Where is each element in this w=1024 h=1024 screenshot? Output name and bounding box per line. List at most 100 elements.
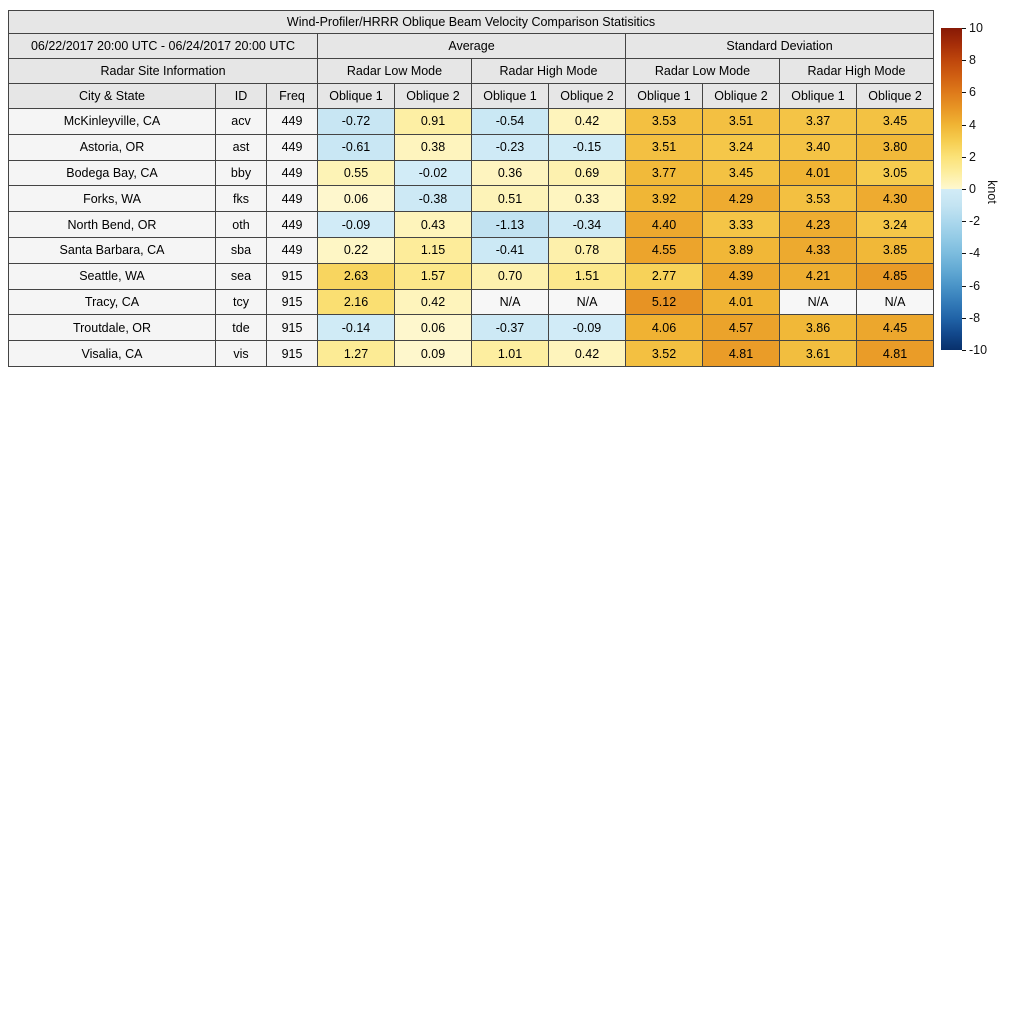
- station-id-cell: ast: [215, 133, 267, 161]
- value-cell: 3.05: [855, 159, 935, 187]
- colorbar-tick: [962, 285, 966, 287]
- colorbar-tick: [962, 60, 966, 62]
- value-cell: 0.91: [394, 108, 472, 135]
- oblique2-header: Oblique 2: [394, 83, 472, 109]
- colorbar-tick: [962, 350, 966, 351]
- frequency-cell: 449: [266, 108, 318, 135]
- colorbar-unit-label: knot: [985, 180, 999, 204]
- column-header-row: City & State ID Freq Oblique 1 Oblique 2…: [8, 83, 935, 109]
- date-range-cell: 06/22/2017 20:00 UTC - 06/24/2017 20:00 …: [8, 33, 318, 59]
- value-cell: 3.89: [702, 236, 780, 264]
- value-cell: -0.09: [317, 211, 395, 238]
- table-row: Troutdale, OR tde 915 -0.14 0.06 -0.37 -0.09 4.…: [8, 314, 935, 342]
- city-cell: North Bend, OR: [8, 211, 216, 238]
- value-cell: N/A: [779, 288, 857, 316]
- value-cell: 3.53: [625, 108, 703, 135]
- value-cell: 4.33: [779, 236, 857, 264]
- colorbar-tick: [962, 124, 966, 126]
- value-cell: 3.61: [779, 340, 857, 367]
- colorbar-tick-label: 0: [969, 182, 976, 196]
- value-cell: -0.09: [548, 314, 626, 342]
- value-cell: 3.52: [625, 340, 703, 367]
- colorbar-tick: [962, 221, 966, 223]
- station-id-cell: tde: [215, 314, 267, 342]
- value-cell: -0.37: [471, 314, 549, 342]
- value-cell: 3.86: [779, 314, 857, 342]
- oblique1-header: Oblique 1: [779, 83, 857, 109]
- table-row: Bodega Bay, CA bby 449 0.55 -0.02 0.36 0.69 3.7…: [8, 159, 935, 187]
- value-cell: 3.92: [625, 185, 703, 213]
- value-cell: 0.69: [548, 159, 626, 187]
- value-cell: 2.63: [317, 262, 395, 290]
- colorbar-tick-label: -4: [969, 246, 981, 261]
- oblique2-header: Oblique 2: [702, 83, 780, 109]
- value-cell: 0.42: [548, 340, 626, 367]
- value-cell: 3.40: [779, 133, 857, 161]
- value-cell: -0.02: [394, 159, 472, 187]
- value-cell: 4.40: [625, 211, 703, 238]
- value-cell: -0.41: [471, 236, 549, 264]
- table-row: North Bend, OR oth 449 -0.09 0.43 -1.13 -0.34 4…: [8, 211, 935, 238]
- value-cell: 3.51: [625, 133, 703, 161]
- value-cell: 4.01: [702, 288, 780, 316]
- id-header: ID: [215, 83, 267, 109]
- value-cell: 1.51: [548, 262, 626, 290]
- frequency-cell: 915: [266, 314, 318, 342]
- colorbar-tick: [962, 156, 966, 158]
- value-cell: 4.45: [855, 314, 935, 342]
- group-header-row: 06/22/2017 20:00 UTC - 06/24/2017 20:00 …: [8, 33, 935, 59]
- value-cell: 0.42: [394, 288, 472, 316]
- value-cell: 0.42: [548, 108, 626, 135]
- table-row: Santa Barbara, CA sba 449 0.22 1.15 -0.41 0.78…: [8, 236, 935, 264]
- station-id-cell: tcy: [215, 288, 267, 316]
- value-cell: N/A: [855, 288, 935, 316]
- std-high-mode-header: Radar High Mode: [778, 58, 935, 84]
- value-cell: 3.77: [625, 159, 703, 187]
- value-cell: 0.06: [317, 185, 395, 213]
- value-cell: N/A: [471, 288, 549, 316]
- value-cell: 0.38: [394, 133, 472, 161]
- table-row: Forks, WA fks 449 0.06 -0.38 0.51 0.33 3.92 4.29…: [8, 185, 935, 213]
- colorbar-tick-label: 10: [969, 21, 983, 35]
- colorbar-tick-label: 2: [969, 149, 976, 164]
- city-cell: Troutdale, OR: [8, 314, 216, 342]
- colorbar-tick: [962, 189, 966, 190]
- value-cell: 4.30: [855, 185, 935, 213]
- value-cell: 4.06: [625, 314, 703, 342]
- value-cell: 4.21: [779, 262, 857, 290]
- oblique1-header: Oblique 1: [625, 83, 703, 109]
- colorbar-tick-label: -8: [969, 310, 981, 325]
- colorbar-tick-label: 6: [969, 85, 976, 100]
- table-body: McKinleyville, CA acv 449 -0.72 0.91 -0.54 0.4…: [8, 108, 935, 367]
- colorbar-tick-label: -10: [969, 343, 988, 357]
- value-cell: 2.16: [317, 288, 395, 316]
- colorbar-tick-label: -2: [969, 214, 981, 229]
- value-cell: -0.15: [548, 133, 626, 161]
- value-cell: 0.06: [394, 314, 472, 342]
- station-id-cell: sea: [215, 262, 267, 290]
- table-row: Seattle, WA sea 915 2.63 1.57 0.70 1.51 2.77 4.3…: [8, 262, 935, 290]
- value-cell: -0.54: [471, 108, 549, 135]
- city-state-header: City & State: [8, 83, 216, 109]
- value-cell: 2.77: [625, 262, 703, 290]
- value-cell: 4.23: [779, 211, 857, 238]
- value-cell: -1.13: [471, 211, 549, 238]
- value-cell: 4.01: [779, 159, 857, 187]
- mode-header-row: Radar Site Information Radar Low Mode Ra…: [8, 58, 935, 84]
- value-cell: 1.15: [394, 236, 472, 264]
- value-cell: 0.78: [548, 236, 626, 264]
- colorbar-gradient: [941, 28, 962, 350]
- frequency-cell: 915: [266, 262, 318, 290]
- frequency-cell: 449: [266, 211, 318, 238]
- value-cell: -0.23: [471, 133, 549, 161]
- city-cell: Santa Barbara, CA: [8, 236, 216, 264]
- site-info-header: Radar Site Information: [8, 58, 318, 84]
- table-row: Tracy, CA tcy 915 2.16 0.42 N/A N/A 5.12 4.01 N/A…: [8, 288, 935, 316]
- value-cell: 3.45: [855, 108, 935, 135]
- colorbar-tick: [962, 317, 966, 319]
- colorbar-tick-label: 8: [969, 53, 976, 68]
- title-row: Wind-Profiler/HRRR Oblique Beam Velocity…: [7, 10, 935, 34]
- city-cell: Bodega Bay, CA: [8, 159, 216, 187]
- value-cell: 4.55: [625, 236, 703, 264]
